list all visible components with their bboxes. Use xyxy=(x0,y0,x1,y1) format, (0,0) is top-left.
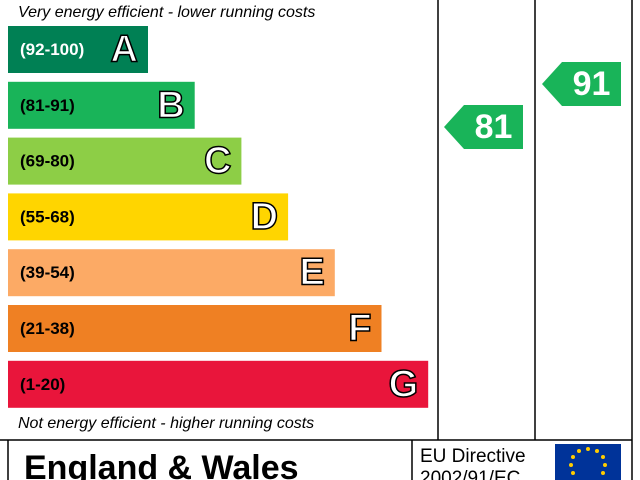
rating-arrow xyxy=(542,62,621,106)
band xyxy=(8,137,242,185)
band-range: (21-38) xyxy=(20,319,75,338)
band-letter: B xyxy=(157,84,184,126)
directive: 2002/91/EC xyxy=(420,468,520,480)
band-letter: G xyxy=(389,363,419,405)
band-range: (39-54) xyxy=(20,263,75,282)
band xyxy=(8,360,429,408)
rating-value: 81 xyxy=(475,108,513,146)
stars xyxy=(569,447,607,475)
band-range: (69-80) xyxy=(20,152,75,171)
band-letter: E xyxy=(299,252,324,294)
directive: EU Directive xyxy=(420,446,526,467)
band xyxy=(8,193,289,241)
band xyxy=(8,305,382,352)
band-range: (81-91) xyxy=(20,96,75,115)
eu-flag xyxy=(555,444,621,480)
band-range: (1-20) xyxy=(20,375,65,394)
band-range: (92-100) xyxy=(20,40,84,59)
rating-value: 91 xyxy=(573,65,611,103)
region: England & Wales xyxy=(24,449,299,480)
bottom-note: Not energy efficient - higher running co… xyxy=(18,415,314,432)
rating-arrow xyxy=(444,105,523,149)
band xyxy=(8,249,335,297)
band-letter: C xyxy=(204,140,231,182)
band-letter: A xyxy=(111,29,138,71)
band-range: (55-68) xyxy=(20,207,75,226)
band-letter: D xyxy=(251,196,278,238)
top-note: Very energy efficient - lower running co… xyxy=(18,4,315,21)
band-letter: F xyxy=(348,308,371,350)
band xyxy=(8,26,148,73)
band xyxy=(8,81,195,129)
